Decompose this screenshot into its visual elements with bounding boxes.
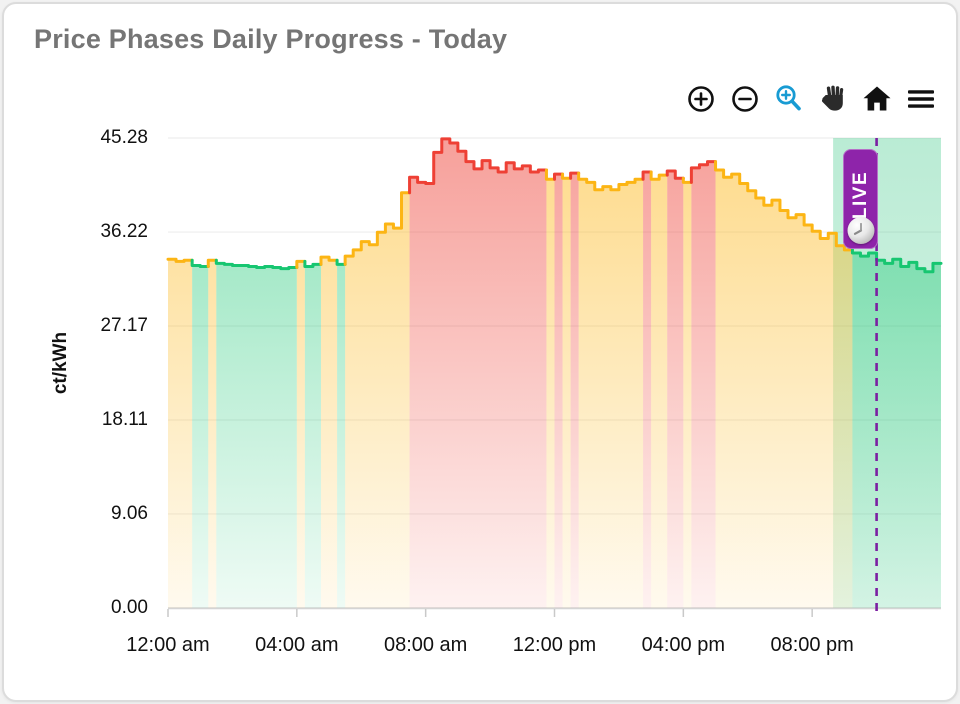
phase-line-yellow-medium	[343, 191, 412, 266]
pan-button[interactable]	[816, 84, 850, 116]
phase-area-yellow-medium	[168, 259, 193, 608]
phase-line-yellow-medium	[561, 172, 573, 180]
phase-line-green-cheap	[303, 259, 323, 269]
zoom-out-icon	[730, 84, 760, 117]
phase-line-green-cheap	[850, 248, 943, 274]
zoom-out-button[interactable]	[728, 84, 762, 116]
x-tick-label: 08:00 pm	[770, 634, 854, 656]
phase-area-green-cheap	[216, 263, 297, 608]
page-title: Price Phases Daily Progress - Today	[34, 24, 508, 54]
phase-line-red-expensive	[553, 172, 565, 181]
phase-area-yellow-medium	[546, 179, 555, 609]
live-badge[interactable]: LIVE	[843, 149, 878, 249]
clock-icon	[847, 217, 874, 244]
x-tick-label: 12:00 am	[126, 634, 210, 656]
phase-line-green-cheap	[214, 258, 299, 271]
box-zoom-button[interactable]	[772, 84, 806, 116]
phase-line-yellow-medium	[714, 160, 854, 252]
pan-hand-icon	[817, 83, 849, 118]
phase-area-yellow-medium	[683, 182, 692, 609]
phase-line-red-expensive	[689, 160, 718, 184]
phase-area-red-expensive	[570, 173, 579, 608]
phase-line-red-expensive	[569, 171, 581, 180]
y-tick-label: 45.28	[100, 127, 148, 148]
y-tick-label: 27.17	[100, 314, 148, 336]
y-tick-label: 9.06	[111, 502, 148, 524]
phase-area-red-expensive	[667, 171, 684, 609]
phase-line-yellow-medium	[577, 171, 645, 192]
phase-area-yellow-medium	[296, 261, 305, 608]
phase-line-red-expensive	[408, 137, 548, 195]
phase-line-yellow-medium	[681, 176, 693, 184]
phase-area-red-expensive	[409, 138, 547, 608]
phase-line-yellow-medium	[649, 170, 669, 181]
phase-area-yellow-medium	[562, 178, 571, 608]
phase-area-red-expensive	[691, 161, 716, 608]
y-tick-label: 18.11	[101, 409, 148, 431]
phase-area-green-cheap	[852, 253, 941, 608]
menu-button[interactable]	[904, 84, 938, 116]
phase-area-red-expensive	[554, 174, 563, 609]
x-tick-label: 04:00 pm	[641, 634, 726, 656]
phase-area-yellow-medium	[345, 192, 410, 608]
x-tick-label: 08:00 am	[383, 634, 468, 656]
phase-area-yellow-medium	[715, 169, 853, 608]
zoom-in-button[interactable]	[684, 84, 718, 116]
phase-area-red-expensive	[643, 172, 652, 608]
box-zoom-icon	[773, 83, 805, 118]
phase-line-green-cheap	[335, 258, 347, 266]
phase-line-yellow-medium	[319, 255, 339, 266]
phase-line-green-cheap	[190, 258, 210, 269]
home-button[interactable]	[860, 84, 894, 116]
y-tick-label: 36.22	[100, 221, 148, 243]
x-tick-label: 12:00 pm	[512, 634, 597, 656]
phase-area-yellow-medium	[320, 257, 338, 608]
x-tick-label: 04:00 am	[255, 634, 339, 656]
phase-area-yellow-medium	[578, 179, 644, 609]
phase-line-yellow-medium	[206, 258, 218, 269]
phase-line-red-expensive	[641, 170, 653, 181]
phase-line-yellow-medium	[166, 257, 194, 263]
y-tick-label: 0.00	[111, 597, 148, 618]
home-icon	[861, 83, 893, 118]
live-badge-label: LIVE	[849, 170, 871, 220]
phase-line-yellow-medium	[544, 168, 556, 181]
phase-line-yellow-medium	[295, 259, 307, 270]
chart-toolbar	[684, 84, 938, 116]
phase-area-green-cheap	[304, 264, 321, 608]
phase-area-yellow-medium	[208, 260, 217, 608]
phase-area-green-cheap	[192, 265, 209, 608]
menu-icon	[905, 83, 937, 118]
phase-area-green-cheap	[337, 264, 346, 608]
phase-area-yellow-medium	[651, 175, 668, 608]
phase-line-red-expensive	[665, 169, 685, 180]
zoom-in-icon	[686, 84, 716, 117]
